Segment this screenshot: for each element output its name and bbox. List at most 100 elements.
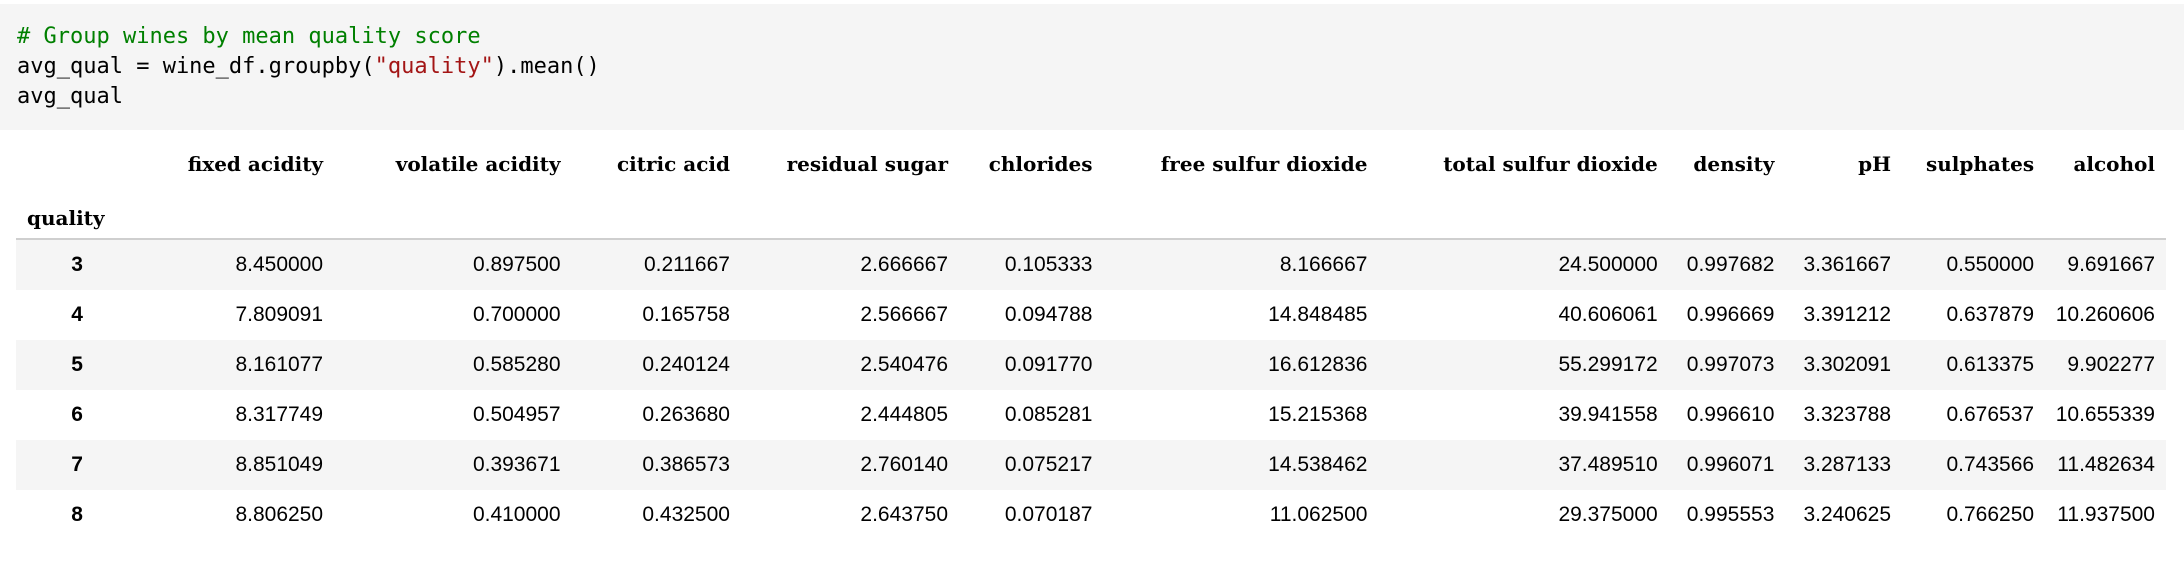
table-cell: 0.550000 — [1946, 253, 2035, 276]
table-cell: 7.809091 — [235, 303, 324, 326]
table-cell: 39.941558 — [1558, 403, 1658, 426]
table-cell: 8.450000 — [235, 253, 324, 276]
column-header-row: fixed acidity volatile acidity citric acid… — [16, 130, 2166, 198]
row-index: 6 — [71, 403, 83, 426]
table-cell: 0.386573 — [642, 453, 730, 476]
table-cell: 29.375000 — [1558, 503, 1658, 526]
table-cell: 24.500000 — [1558, 253, 1658, 276]
row-index: 5 — [71, 353, 83, 376]
index-name-row: quality — [16, 198, 2166, 239]
code-groupby-string: "quality" — [374, 54, 494, 79]
table-cell: 11.482634 — [2057, 453, 2155, 476]
table-cell: 0.165758 — [642, 303, 730, 326]
table-cell: 37.489510 — [1558, 453, 1658, 476]
table-cell: 0.897500 — [472, 253, 561, 276]
table-cell: 3.361667 — [1803, 253, 1892, 276]
table-cell: 0.996610 — [1686, 403, 1775, 426]
table-row: 4 7.809091 0.700000 0.165758 2.566667 0.09478… — [16, 290, 2166, 340]
table-row: 3 8.450000 0.897500 0.211667 2.666667 0.10533… — [16, 239, 2166, 290]
table-cell: 0.997073 — [1686, 353, 1775, 376]
table-cell: 2.666667 — [860, 253, 949, 276]
table-cell: 0.094788 — [1004, 303, 1093, 326]
dataframe-table: fixed acidity volatile acidity citric acid… — [16, 130, 2166, 540]
index-row-filler — [138, 198, 2166, 239]
table-cell: 0.432500 — [642, 503, 730, 526]
row-index: 7 — [71, 453, 83, 476]
table-cell: 0.070187 — [1004, 503, 1093, 526]
table-cell: 10.260606 — [2055, 303, 2155, 326]
table-cell: 2.540476 — [860, 353, 949, 376]
table-cell: 0.743566 — [1946, 453, 2035, 476]
table-cell: 8.166667 — [1279, 253, 1368, 276]
table-cell: 11.062500 — [1269, 503, 1368, 526]
table-cell: 0.997682 — [1686, 253, 1775, 276]
table-cell: 0.240124 — [642, 353, 730, 376]
table-cell: 0.766250 — [1946, 503, 2035, 526]
table-row: 6 8.317749 0.504957 0.263680 2.444805 0.08528… — [16, 390, 2166, 440]
column-header: density — [1693, 152, 1775, 176]
column-header: pH — [1858, 152, 1892, 176]
table-cell: 0.263680 — [642, 403, 730, 426]
code-comment: # Group wines by mean quality score — [17, 24, 481, 49]
table-cell: 55.299172 — [1558, 353, 1658, 376]
table-cell: 2.566667 — [860, 303, 949, 326]
table-cell: 10.655339 — [2055, 403, 2155, 426]
table-body: 3 8.450000 0.897500 0.211667 2.666667 0.10533… — [16, 239, 2166, 540]
table-row: 5 8.161077 0.585280 0.240124 2.540476 0.09177… — [16, 340, 2166, 390]
table-cell: 2.444805 — [860, 403, 949, 426]
table-cell: 0.996669 — [1686, 303, 1775, 326]
output-area: fixed acidity volatile acidity citric acid… — [16, 130, 2166, 550]
table-cell: 3.323788 — [1803, 403, 1892, 426]
column-header: citric acid — [616, 152, 730, 176]
table-cell: 3.240625 — [1803, 503, 1892, 526]
table-cell: 0.637879 — [1946, 303, 2035, 326]
table-cell: 0.105333 — [1004, 253, 1093, 276]
column-header: free sulfur dioxide — [1160, 152, 1368, 176]
table-cell: 0.613375 — [1946, 353, 2035, 376]
table-cell: 0.676537 — [1946, 403, 2035, 426]
table-cell: 3.287133 — [1803, 453, 1892, 476]
table-cell: 0.075217 — [1004, 453, 1093, 476]
column-header: residual sugar — [786, 152, 949, 176]
table-cell: 2.760140 — [860, 453, 949, 476]
code-groupby-suffix: ).mean() — [493, 54, 600, 79]
table-cell: 14.538462 — [1268, 453, 1368, 476]
table-cell: 0.504957 — [472, 403, 561, 426]
index-name: quality — [27, 206, 105, 230]
column-header: sulphates — [1925, 152, 2035, 176]
table-cell: 8.851049 — [235, 453, 324, 476]
code-line-output-var: avg_qual — [17, 84, 123, 109]
table-cell: 3.391212 — [1803, 303, 1892, 326]
column-header: fixed acidity — [187, 152, 324, 176]
table-cell: 0.085281 — [1004, 403, 1093, 426]
row-index: 8 — [71, 503, 83, 526]
table-cell: 0.700000 — [472, 303, 561, 326]
corner-cell — [16, 130, 138, 198]
table-cell: 14.848485 — [1268, 303, 1368, 326]
table-cell: 15.215368 — [1268, 403, 1368, 426]
row-index: 3 — [71, 253, 83, 276]
table-cell: 0.585280 — [472, 353, 561, 376]
table-cell: 16.612836 — [1268, 353, 1368, 376]
table-cell: 0.410000 — [472, 503, 561, 526]
code-comment-line: # Group wines by mean quality score — [17, 22, 481, 52]
table-cell: 8.806250 — [235, 503, 324, 526]
table-cell: 11.937500 — [2057, 503, 2155, 526]
table-cell: 9.691667 — [2067, 253, 2155, 276]
table-cell: 9.902277 — [2067, 353, 2155, 376]
column-header: alcohol — [2073, 152, 2155, 176]
table-cell: 8.161077 — [235, 353, 324, 376]
table-cell: 0.393671 — [472, 453, 561, 476]
table-cell: 0.211667 — [643, 253, 730, 276]
column-header: volatile acidity — [395, 152, 561, 176]
row-index: 4 — [71, 303, 83, 326]
table-cell: 2.643750 — [860, 503, 949, 526]
code-cell[interactable]: # Group wines by mean quality score avg_… — [0, 4, 2184, 130]
table-cell: 8.317749 — [235, 403, 324, 426]
table-cell: 3.302091 — [1803, 353, 1892, 376]
code-line-groupby: avg_qual = wine_df.groupby("quality").me… — [17, 52, 600, 82]
table-row: 7 8.851049 0.393671 0.386573 2.760140 0.07521… — [16, 440, 2166, 490]
table-cell: 0.996071 — [1686, 453, 1775, 476]
column-header: total sulfur dioxide — [1443, 152, 1658, 176]
table-row: 8 8.806250 0.410000 0.432500 2.643750 0.07018… — [16, 490, 2166, 540]
